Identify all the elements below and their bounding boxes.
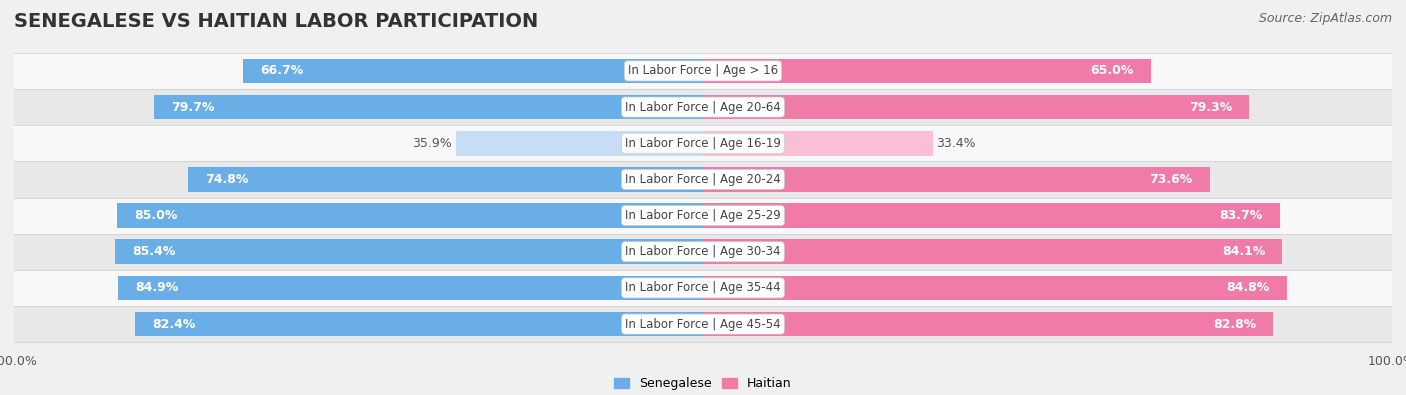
Bar: [14, 161, 1392, 198]
Bar: [703, 58, 1152, 83]
Text: 66.7%: 66.7%: [260, 64, 304, 77]
Bar: [243, 58, 703, 83]
Text: In Labor Force | Age > 16: In Labor Force | Age > 16: [628, 64, 778, 77]
Bar: [703, 312, 1274, 337]
Text: 82.4%: 82.4%: [152, 318, 195, 331]
Bar: [14, 53, 1392, 89]
Bar: [703, 203, 1279, 228]
Text: In Labor Force | Age 45-54: In Labor Force | Age 45-54: [626, 318, 780, 331]
Text: 65.0%: 65.0%: [1090, 64, 1133, 77]
Bar: [14, 306, 1392, 342]
Bar: [14, 125, 1392, 161]
Bar: [703, 95, 1250, 119]
Text: In Labor Force | Age 20-24: In Labor Force | Age 20-24: [626, 173, 780, 186]
Bar: [14, 89, 1392, 125]
Text: 35.9%: 35.9%: [412, 137, 453, 150]
Legend: Senegalese, Haitian: Senegalese, Haitian: [609, 372, 797, 395]
Text: 79.3%: 79.3%: [1189, 101, 1232, 114]
Bar: [456, 131, 703, 156]
Text: 85.0%: 85.0%: [135, 209, 179, 222]
Text: 83.7%: 83.7%: [1219, 209, 1263, 222]
Bar: [14, 270, 1392, 306]
Bar: [187, 167, 703, 192]
Text: In Labor Force | Age 30-34: In Labor Force | Age 30-34: [626, 245, 780, 258]
Bar: [135, 312, 703, 337]
Bar: [703, 239, 1282, 264]
Text: 84.1%: 84.1%: [1222, 245, 1265, 258]
Bar: [118, 276, 703, 300]
Text: In Labor Force | Age 25-29: In Labor Force | Age 25-29: [626, 209, 780, 222]
Text: 79.7%: 79.7%: [172, 101, 215, 114]
Text: Source: ZipAtlas.com: Source: ZipAtlas.com: [1258, 12, 1392, 25]
Bar: [153, 95, 703, 119]
Bar: [703, 276, 1288, 300]
Bar: [14, 234, 1392, 270]
Text: 84.8%: 84.8%: [1227, 281, 1270, 294]
Bar: [118, 203, 703, 228]
Text: 73.6%: 73.6%: [1150, 173, 1192, 186]
Bar: [115, 239, 703, 264]
Bar: [703, 131, 934, 156]
Text: SENEGALESE VS HAITIAN LABOR PARTICIPATION: SENEGALESE VS HAITIAN LABOR PARTICIPATIO…: [14, 12, 538, 31]
Bar: [703, 167, 1211, 192]
Text: 33.4%: 33.4%: [936, 137, 976, 150]
Bar: [14, 198, 1392, 234]
Text: 85.4%: 85.4%: [132, 245, 176, 258]
Text: In Labor Force | Age 35-44: In Labor Force | Age 35-44: [626, 281, 780, 294]
Text: 84.9%: 84.9%: [135, 281, 179, 294]
Text: In Labor Force | Age 16-19: In Labor Force | Age 16-19: [626, 137, 780, 150]
Text: In Labor Force | Age 20-64: In Labor Force | Age 20-64: [626, 101, 780, 114]
Text: 82.8%: 82.8%: [1213, 318, 1256, 331]
Text: 74.8%: 74.8%: [205, 173, 249, 186]
